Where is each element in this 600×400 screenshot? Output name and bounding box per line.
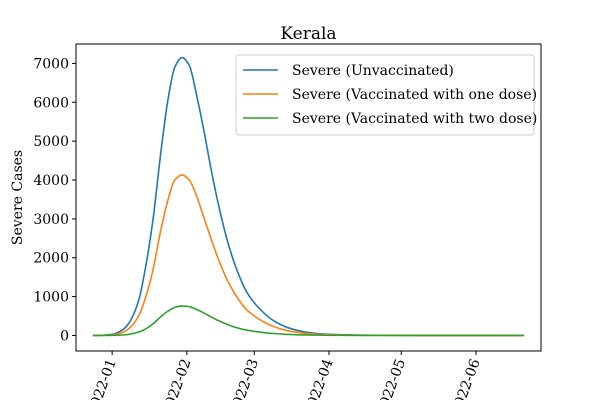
x-tick-label: 2022-05 <box>374 357 409 400</box>
x-tick-label: 2022-02 <box>160 357 195 400</box>
y-tick-label: 7000 <box>33 56 69 72</box>
legend-label-2: Severe (Vaccinated with one dose) <box>292 87 537 103</box>
y-axis-ticks: 0 1000 2000 3000 4000 5000 6000 7000 <box>33 56 76 344</box>
y-tick-label: 4000 <box>33 173 69 189</box>
legend: Severe (Unvaccinated) Severe (Vaccinated … <box>235 54 537 136</box>
y-tick-label: 0 <box>60 328 69 344</box>
chart-title: Kerala <box>280 24 336 44</box>
legend-box <box>235 54 535 136</box>
y-tick-label: 5000 <box>33 134 69 150</box>
legend-label-3: Severe (Vaccinated with two dose) <box>292 111 537 127</box>
x-tick-label: 2022-06 <box>449 357 484 400</box>
x-tick-label: 2022-03 <box>227 357 262 400</box>
y-tick-label: 3000 <box>33 212 69 228</box>
legend-label-1: Severe (Unvaccinated) <box>292 63 454 79</box>
x-axis-ticks: 2022-01 2022-02 2022-03 2022-04 2022-05 2022-… <box>85 351 484 400</box>
series-lines <box>92 56 525 337</box>
series-line-3 <box>92 305 525 337</box>
x-tick-label: 2022-04 <box>302 357 337 400</box>
y-tick-label: 2000 <box>33 251 69 267</box>
y-tick-label: 6000 <box>33 95 69 111</box>
series-line-1 <box>92 56 525 337</box>
y-axis-label: Severe Cases <box>10 150 26 245</box>
y-tick-label: 1000 <box>33 290 69 306</box>
plot-frame <box>75 43 542 352</box>
series-line-2 <box>92 174 525 337</box>
x-tick-label: 2022-01 <box>85 357 120 400</box>
